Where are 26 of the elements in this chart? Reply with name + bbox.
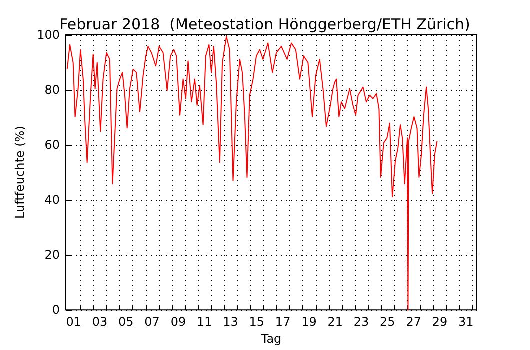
x-tick-label: 23 <box>354 315 370 330</box>
y-tick-label: 60 <box>44 138 60 152</box>
x-tick-label: 31 <box>458 315 474 330</box>
y-tick-label: 100 <box>37 28 60 42</box>
y-tick-label: 0 <box>52 303 60 318</box>
x-tick-label: 17 <box>275 315 291 330</box>
x-tick-label: 19 <box>302 315 317 330</box>
x-tick-label: 13 <box>223 315 238 330</box>
y-axis-title: Luftfeuchte (%) <box>13 126 28 219</box>
x-tick-label: 15 <box>249 315 265 330</box>
y-tick-label: 40 <box>44 193 60 208</box>
y-tick-label: 80 <box>44 83 60 98</box>
y-tick-label: 20 <box>44 248 60 262</box>
x-tick-label: 27 <box>406 315 422 330</box>
line-series <box>66 36 438 311</box>
x-tick-label: 21 <box>328 315 344 330</box>
x-tick-label: 03 <box>92 315 108 330</box>
x-tick-label: 01 <box>66 315 82 330</box>
x-tick-label: 11 <box>196 315 212 330</box>
x-tick-label: 25 <box>380 315 396 330</box>
x-tick-label: 29 <box>432 315 448 330</box>
x-tick-label: 09 <box>170 315 186 330</box>
chart-title: Februar 2018 (Meteostation Hönggerberg/ETH Zürich) <box>60 16 470 34</box>
x-tick-label: 05 <box>118 315 134 330</box>
x-axis-title: Tag <box>260 332 282 346</box>
x-tick-label: 07 <box>144 315 160 330</box>
